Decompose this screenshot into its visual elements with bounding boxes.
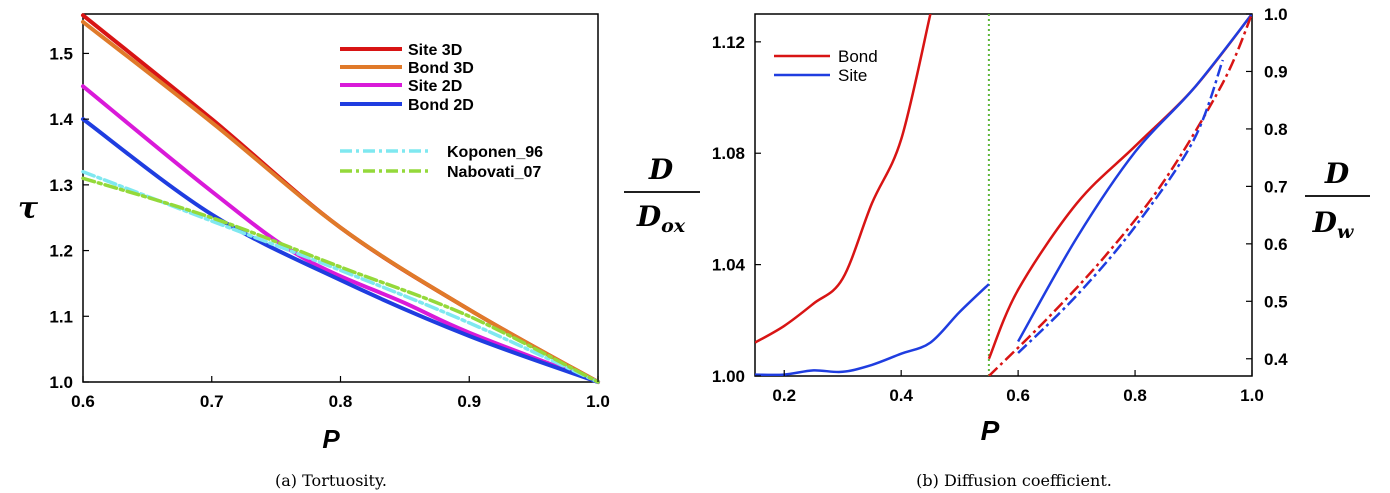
x-tick-label: 0.2: [772, 386, 796, 405]
y-axis-label-a: τ: [18, 191, 39, 226]
y-right-tick-label: 0.6: [1264, 235, 1288, 254]
series-line-series-right-dashdot: [988, 14, 1252, 376]
y-tick-label: 1.5: [49, 44, 73, 63]
x-tick-label: 0.8: [1123, 386, 1147, 405]
diffusion-chart: 0.2 0.4 0.6 0.8 1.0 1.00 1.04 1.08 1.12 0.4 0.5 0.6…: [624, 5, 1370, 490]
x-axis-label-a: P: [322, 424, 340, 454]
y-right-tick-label: 1.0: [1264, 5, 1288, 24]
plot-frame-a: [82, 13, 599, 383]
y-right-tick-label: 0.8: [1264, 120, 1288, 139]
plot-frame-b: [754, 13, 1253, 377]
y-right-denominator: Dw: [1312, 206, 1354, 243]
series-line-bond-left: [755, 14, 932, 344]
x-tick-label: 0.6: [71, 392, 95, 411]
y-right-tick-label: 0.4: [1264, 350, 1288, 369]
y-left-tick-label: 1.12: [712, 33, 745, 52]
caption-a: (a) Tortuosity.: [275, 471, 387, 490]
tortuosity-chart: 0.6 0.7 0.8 0.9 1.0 1.0 1.1 1.2 1.3 1.4 1.5 P τ Si…: [18, 13, 610, 490]
x-tick-label: 1.0: [586, 392, 610, 411]
series-line-series-right-dashdot: [1017, 59, 1224, 354]
y-right-tick-label: 0.9: [1264, 62, 1288, 81]
y-tick-label: 1.3: [49, 176, 73, 195]
y-axis-label-left: D Dox: [624, 153, 700, 237]
x-tick-label: 0.4: [889, 386, 913, 405]
legend-label-bond-2d: Bond 2D: [408, 97, 474, 114]
legend-label-site: Site: [838, 66, 867, 85]
x-tick-label: 0.6: [1006, 386, 1030, 405]
series-line-site-3d: [81, 13, 600, 384]
legend-label-nabovati-07: Nabovati_07: [447, 164, 541, 181]
y-axis-label-right: D Dw: [1305, 157, 1370, 243]
y-left-tick-label: 1.00: [712, 367, 745, 386]
legend-label-bond: Bond: [838, 47, 878, 66]
x-tick-label: 0.9: [457, 392, 481, 411]
y-right-tick-label: 0.7: [1264, 177, 1288, 196]
y-left-tick-label: 1.08: [712, 144, 745, 163]
series-line-bond-2d: [81, 117, 600, 384]
y-right-tick-label: 0.5: [1264, 292, 1288, 311]
y-left-numerator: D: [648, 153, 674, 186]
y-tick-label: 1.0: [49, 373, 73, 392]
series-line-bond-3d: [81, 19, 600, 384]
series-line-site-right: [1017, 14, 1252, 343]
y-tick-label: 1.1: [49, 307, 73, 326]
legend-label-bond-3d: Bond 3D: [408, 60, 474, 77]
legend-label-site-2d: Site 2D: [408, 78, 462, 95]
y-right-numerator: D: [1324, 157, 1350, 190]
y-tick-label: 1.4: [49, 110, 73, 129]
legend-label-koponen-96: Koponen_96: [447, 144, 543, 161]
x-axis-label-b: P: [981, 415, 1000, 446]
x-tick-label: 1.0: [1240, 386, 1264, 405]
x-tick-label: 0.7: [200, 392, 224, 411]
y-tick-label: 1.2: [49, 242, 73, 261]
series-line-site-2d: [81, 84, 600, 384]
plot-area-b: [755, 14, 1252, 376]
caption-b: (b) Diffusion coefficient.: [916, 471, 1112, 490]
series-line-nabovati-07: [81, 176, 600, 384]
y-left-tick-label: 1.04: [712, 256, 746, 275]
y-left-denominator: Dox: [636, 200, 686, 237]
series-line-site-left: [755, 283, 990, 376]
x-tick-label: 0.8: [329, 392, 353, 411]
legend-label-site-3d: Site 3D: [408, 42, 462, 59]
